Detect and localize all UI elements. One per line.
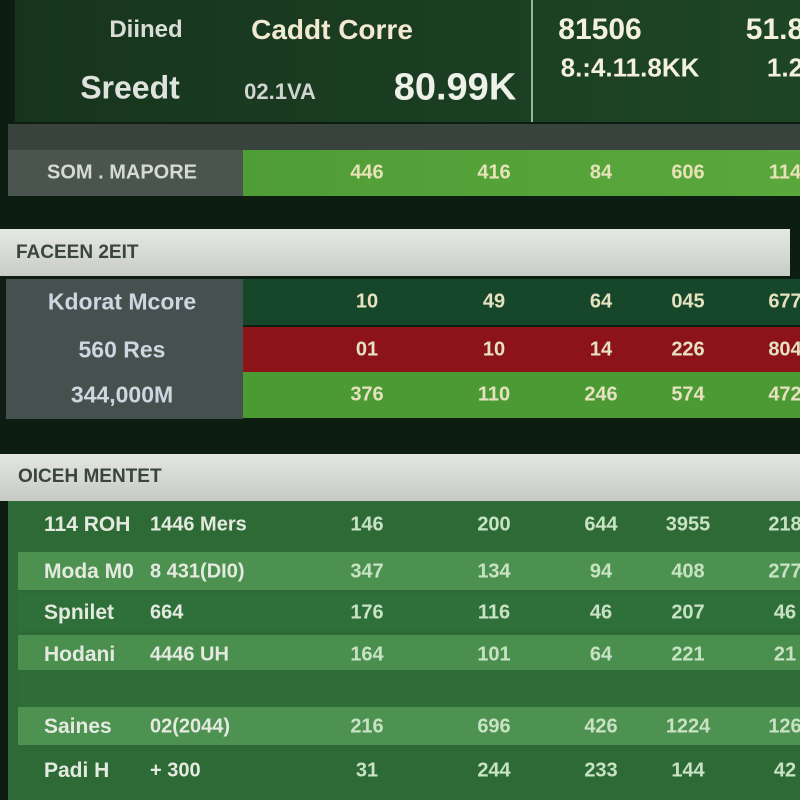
header-total: 80.99K — [393, 66, 517, 109]
row-name: Spnilet — [44, 601, 115, 624]
row-name: 114 ROH — [44, 513, 131, 536]
cell-value: 246 — [584, 383, 618, 406]
cell-value: 10 — [355, 290, 379, 313]
row-bg — [18, 593, 800, 631]
row-bg — [18, 707, 800, 745]
row-detail: 02(2044) — [150, 715, 231, 738]
header-code: 02.1VA — [244, 79, 316, 104]
cell-value: 110 — [477, 383, 511, 406]
cell-value: 31 — [355, 759, 379, 782]
cell-value: 677 — [768, 290, 800, 313]
cell-value: 3955 — [665, 513, 711, 536]
cell-value: 347 — [350, 560, 384, 583]
cell-value: 64 — [589, 290, 613, 313]
cell-value: 416 — [477, 161, 511, 184]
row-label-bg — [6, 279, 243, 419]
cell-value: 146 — [350, 513, 384, 536]
cell-value: 472 — [768, 383, 800, 406]
cell-value: 46 — [589, 601, 613, 624]
row-bg — [243, 372, 800, 418]
cell-value: 116 — [477, 601, 511, 624]
row-bg — [18, 505, 800, 543]
cell-value: 46 — [773, 601, 797, 624]
cell-value: 244 — [477, 759, 511, 782]
section-header — [0, 454, 800, 501]
cell-value: 21 — [773, 643, 797, 666]
cell-value: 226 — [671, 338, 705, 361]
cell-value: 045 — [671, 290, 705, 313]
divider — [531, 0, 533, 122]
row-label: 344,000M — [70, 381, 174, 408]
header-title: Diined — [109, 16, 183, 43]
cell-value: 408 — [671, 560, 705, 583]
row-detail: + 300 — [150, 759, 201, 782]
cell-value: 804 — [768, 338, 800, 361]
row-label: SOM . MAPORE — [46, 161, 198, 184]
row-label: Kdorat Mcore — [47, 288, 197, 315]
cell-value: 94 — [589, 560, 613, 583]
row-detail: 8 431(DI0) — [150, 560, 245, 583]
cell-value: 376 — [350, 383, 384, 406]
section-title: FACEEN 2EIT — [16, 242, 139, 263]
row-name: Hodani — [44, 643, 116, 666]
row-detail: 1446 Mers — [150, 513, 247, 536]
cell-value: 134 — [477, 560, 511, 583]
cell-value: 233 — [584, 759, 618, 782]
row-detail: 664 — [150, 601, 184, 624]
cell-value: 606 — [671, 161, 705, 184]
cell-value: 64 — [589, 643, 613, 666]
row-bg — [243, 150, 800, 196]
header-stat: 8.:4.11.8KK — [560, 52, 700, 83]
cell-value: 01 — [355, 338, 379, 361]
header-stat: 1.2 — [766, 52, 800, 83]
cell-value: 207 — [671, 601, 705, 624]
row-name: Padi H — [44, 759, 110, 782]
row-detail: 4446 UH — [150, 643, 229, 666]
row-label-bg — [8, 150, 243, 196]
header-label: Sreedt — [80, 69, 180, 106]
section-title: OICEH MENTET — [18, 466, 162, 487]
cell-value: 277 — [768, 560, 800, 583]
cell-value: 218 — [768, 513, 800, 536]
cell-value: 144 — [671, 759, 705, 782]
header-stat: 81506 — [558, 13, 642, 46]
cell-value: 200 — [477, 513, 511, 536]
cell-value: 14 — [589, 338, 613, 361]
cell-value: 101 — [477, 643, 511, 666]
cell-value: 42 — [773, 759, 797, 782]
row-bg — [18, 552, 800, 590]
cell-value: 446 — [350, 161, 384, 184]
cell-value: 126 — [768, 715, 800, 738]
cell-value: 1224 — [665, 715, 711, 738]
cell-value: 644 — [584, 513, 618, 536]
cell-value: 84 — [589, 161, 613, 184]
header-panel — [15, 0, 800, 122]
cell-value: 221 — [671, 643, 705, 666]
cell-value: 426 — [584, 715, 618, 738]
cell-value: 574 — [671, 383, 705, 406]
cell-value: 696 — [477, 715, 511, 738]
row-bg — [243, 279, 800, 325]
cell-value: 164 — [350, 643, 384, 666]
row-name: Moda M0 — [44, 560, 134, 583]
cell-value: 49 — [482, 290, 506, 313]
section-header — [0, 229, 790, 276]
row-bg — [18, 635, 800, 673]
header-title: Caddt Corre — [251, 14, 413, 45]
cell-value: 114 — [768, 161, 800, 184]
row-bg — [18, 751, 800, 789]
row-bg — [18, 670, 800, 708]
cell-value: 10 — [482, 338, 506, 361]
cell-value: 216 — [350, 715, 384, 738]
header-stat: 51.8 — [745, 13, 800, 46]
row-label: 560 Res — [78, 336, 166, 363]
row-bg — [243, 327, 800, 373]
row-name: Saines — [44, 715, 112, 738]
cell-value: 176 — [350, 601, 384, 624]
